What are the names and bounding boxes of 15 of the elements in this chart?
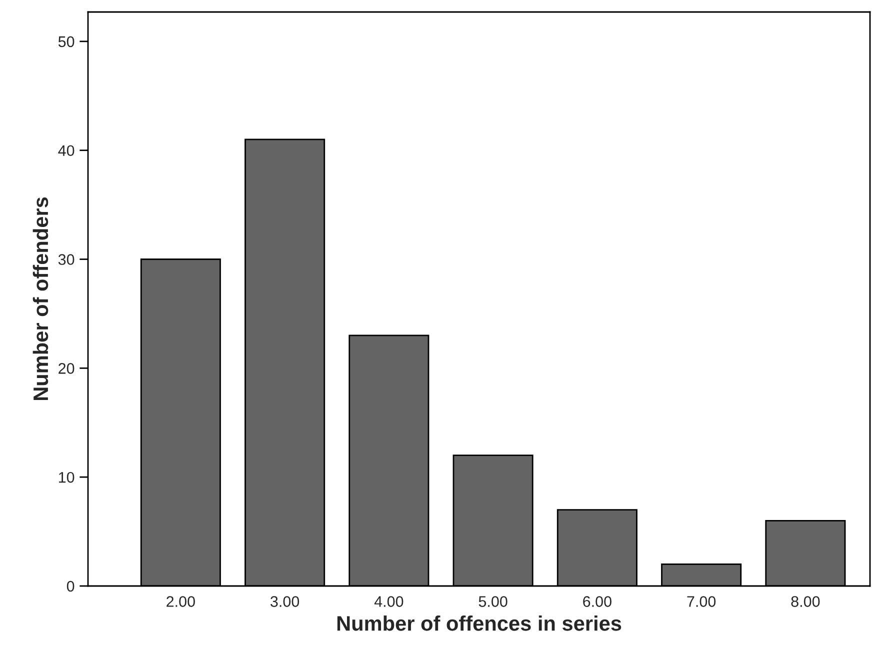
y-tick-label: 0	[66, 580, 74, 592]
x-tick-label: 4.00	[374, 596, 404, 607]
y-axis-title: Number of offenders	[32, 197, 48, 400]
x-axis-title: Number of offences in series	[337, 616, 622, 631]
y-tick-label: 40	[58, 145, 74, 156]
y-tick-label: 10	[58, 472, 74, 483]
x-tick-label: 5.00	[478, 596, 508, 607]
y-tick-label: 30	[58, 254, 74, 265]
y-tick-label: 20	[58, 363, 74, 374]
x-tick-label: 7.00	[687, 596, 716, 607]
x-tick-label: 8.00	[791, 596, 820, 607]
x-tick-label: 3.00	[270, 596, 300, 607]
x-tick-label: 6.00	[583, 596, 612, 607]
x-tick-label: 2.00	[166, 596, 195, 607]
y-tick-label: 50	[58, 36, 74, 48]
